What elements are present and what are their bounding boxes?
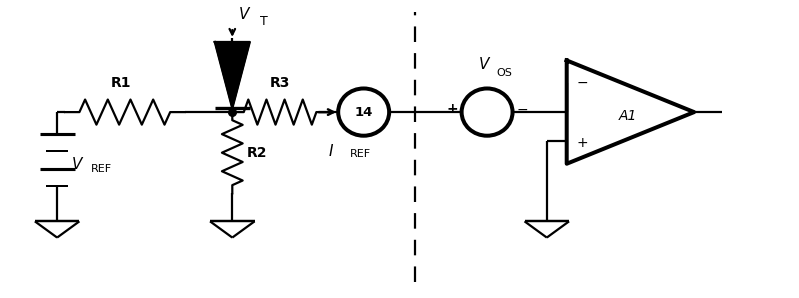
- Text: +: +: [446, 102, 458, 116]
- Text: 14: 14: [355, 105, 373, 119]
- Text: $+$: $+$: [576, 136, 588, 150]
- Text: A1: A1: [618, 109, 637, 123]
- Text: $\mathit{V}$: $\mathit{V}$: [238, 6, 251, 22]
- Text: T: T: [260, 15, 268, 28]
- Text: $\mathit{I}$: $\mathit{I}$: [328, 143, 334, 159]
- Polygon shape: [215, 42, 250, 108]
- Text: $V$: $V$: [71, 156, 85, 172]
- Text: $-$: $-$: [516, 102, 528, 116]
- Text: REF: REF: [91, 164, 113, 174]
- Text: REF: REF: [350, 149, 372, 159]
- Text: R2: R2: [247, 146, 267, 160]
- Text: $\mathit{V}$: $\mathit{V}$: [478, 56, 491, 72]
- Text: R1: R1: [110, 76, 131, 90]
- Text: OS: OS: [497, 68, 512, 78]
- Text: R3: R3: [270, 76, 290, 90]
- Text: $-$: $-$: [576, 75, 588, 89]
